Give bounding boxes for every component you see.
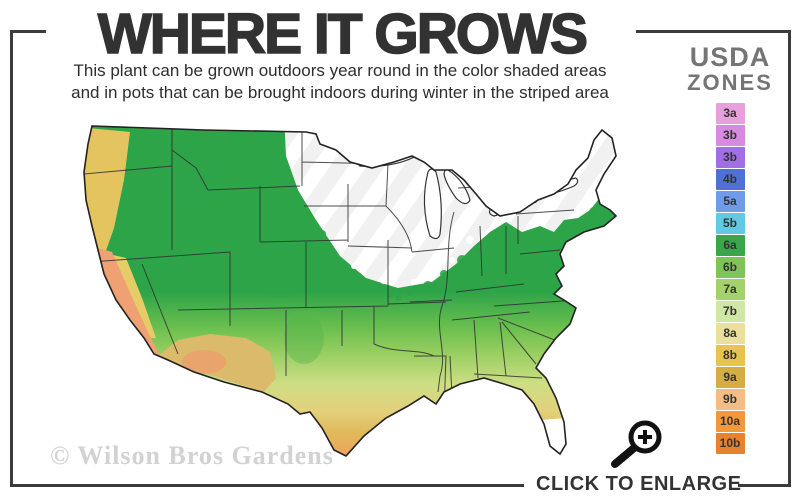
zone-chip-10b: 10b: [715, 433, 745, 454]
subtitle-line-2: and in pots that can be brought indoors …: [71, 83, 609, 102]
zone-chip-5a: 5a: [715, 191, 745, 212]
zone-chip-9b: 9b: [715, 389, 745, 410]
zone-chip-10a: 10a: [715, 411, 745, 432]
zone-chip-5b: 5b: [715, 213, 745, 234]
us-hardiness-zone-map[interactable]: [54, 116, 626, 468]
zone-chip-7b: 7b: [715, 301, 745, 322]
frame-border-top-left: [10, 30, 46, 33]
zone-chip-8b: 8b: [715, 345, 745, 366]
page-title: WHERE IT GROWS: [97, 1, 589, 67]
frame-border-left: [10, 30, 13, 487]
frame-border-top-right: [636, 30, 791, 33]
zone-chip-3b: 3b: [715, 125, 745, 146]
zone-chip-8a: 8a: [715, 323, 745, 344]
frame-border-right: [788, 30, 791, 487]
legend-title-zones: ZONES: [687, 70, 773, 95]
us-map-graphic: [83, 125, 618, 457]
usda-zones-legend: USDA ZONES: [672, 44, 788, 95]
magnifier-plus-icon[interactable]: [602, 416, 666, 468]
zone-chip-7a: 7a: [715, 279, 745, 300]
subtitle-line-1: This plant can be grown outdoors year ro…: [73, 61, 607, 80]
zone-chip-6a: 6a: [715, 235, 745, 256]
legend-title-usda: USDA: [689, 42, 771, 72]
frame-border-bottom: [10, 484, 524, 487]
watermark: © Wilson Bros Gardens: [50, 441, 334, 470]
click-to-enlarge-label[interactable]: CLICK TO ENLARGE: [536, 473, 742, 495]
zone-chip-9a: 9a: [715, 367, 745, 388]
zone-list: 3a 3b 3b 4b 5a 5b 6a 6b 7a 7b 8a 8b 9a 9b 10a 10b: [700, 103, 760, 455]
zone-chip-4b: 4b: [715, 169, 745, 190]
zone-chip-6b: 6b: [715, 257, 745, 278]
frame-border-bottom-right: [738, 484, 791, 487]
zone-chip-3a: 3a: [715, 103, 745, 124]
zone-chip-3b: 3b: [715, 147, 745, 168]
